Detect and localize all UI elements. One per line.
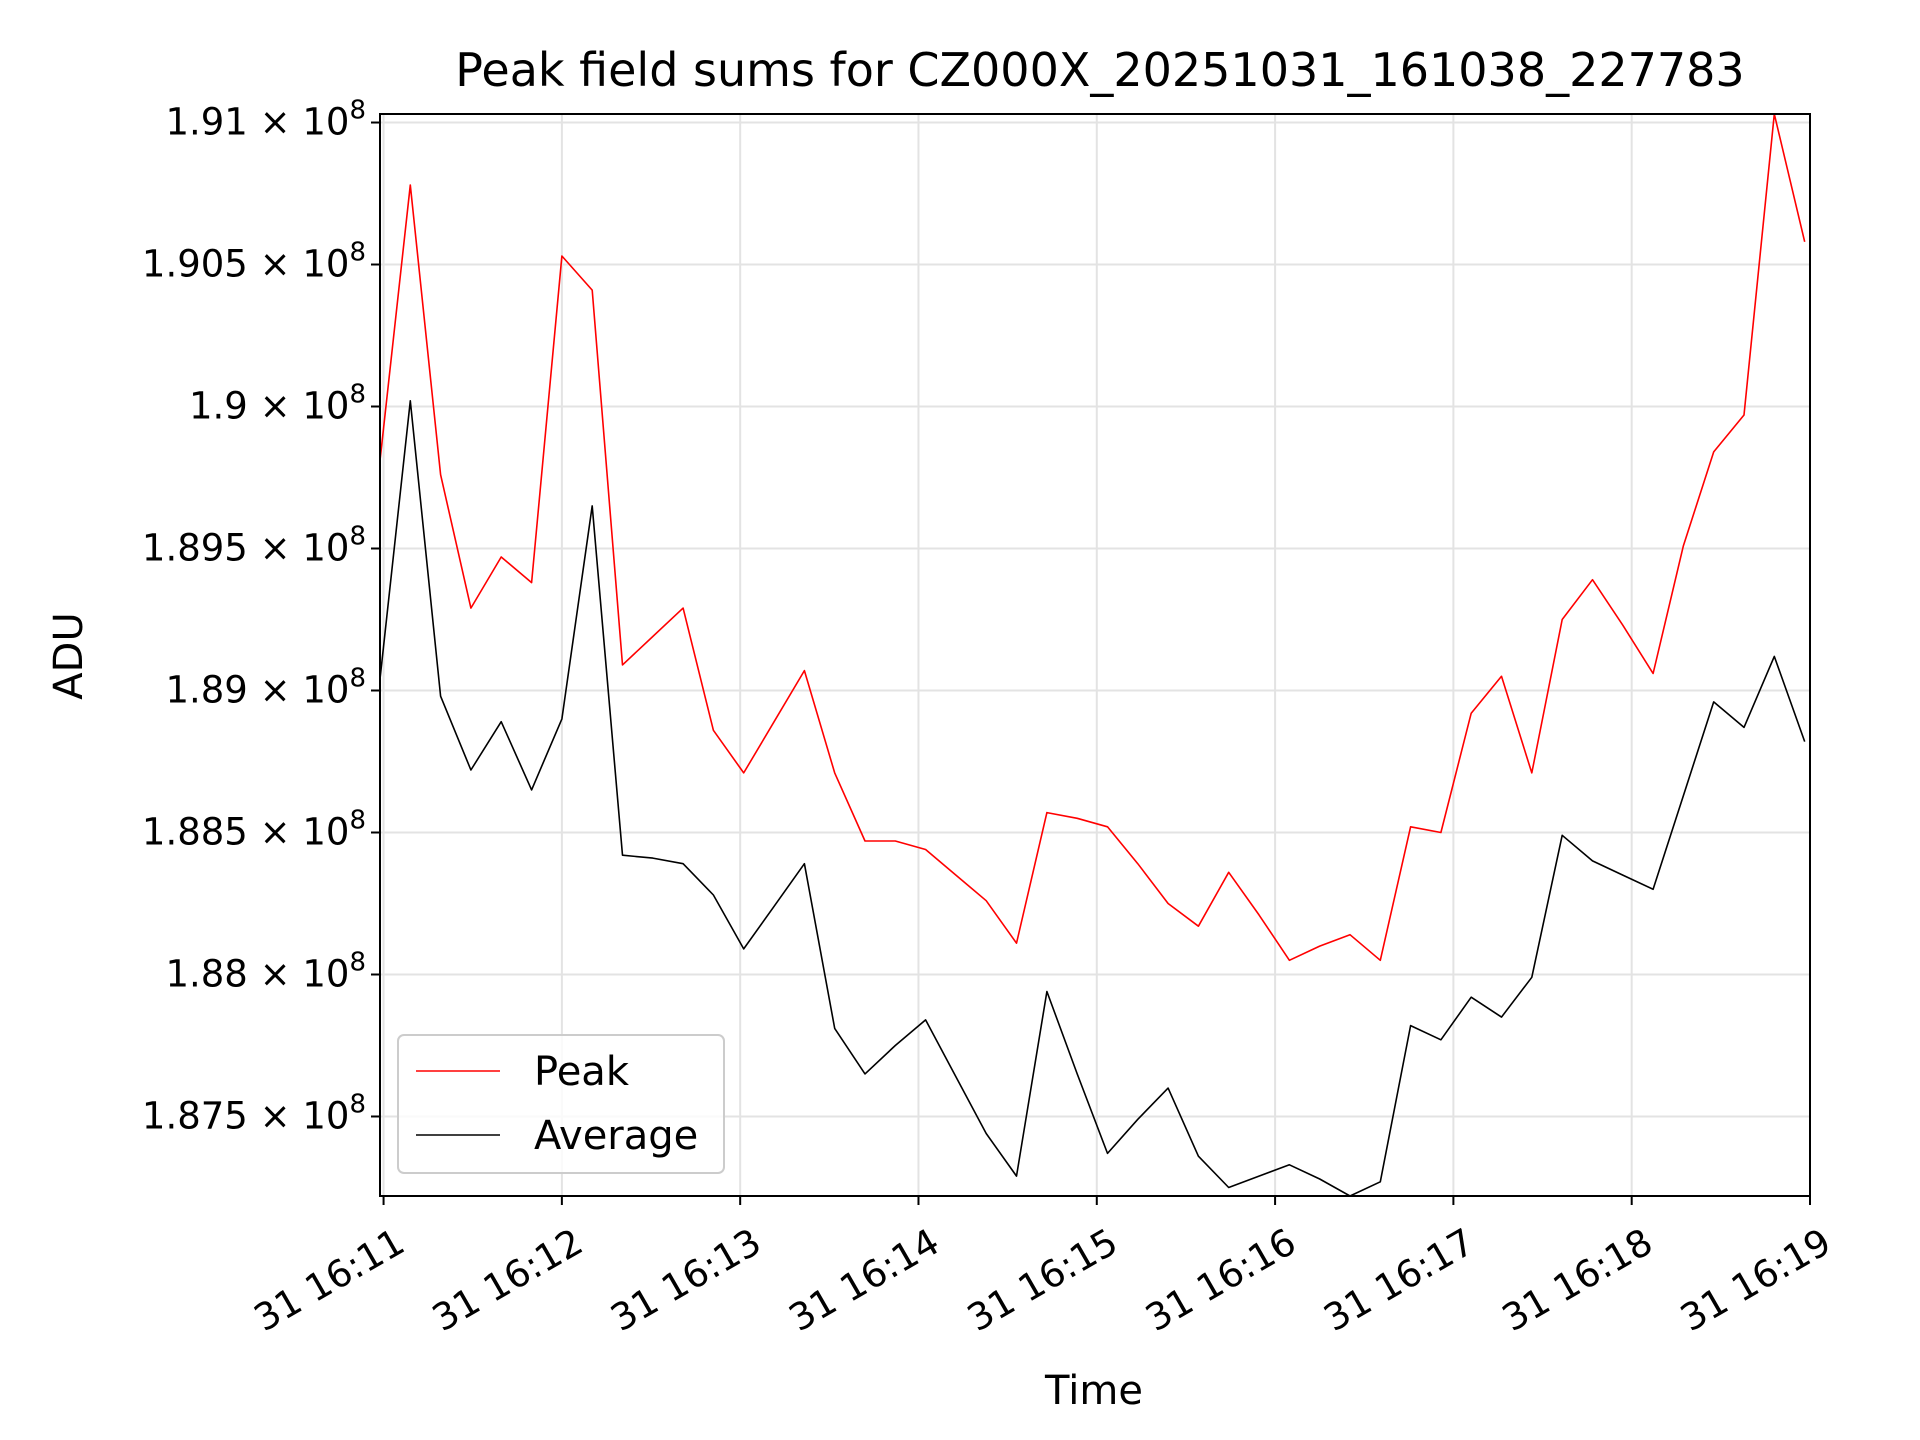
y-tick-multiplier: × 10 (260, 243, 350, 286)
y-tick-mantissa: 1.9 (189, 385, 260, 428)
y-tick-multiplier: × 10 (260, 385, 350, 428)
y-tick-label: 1.885 × 108 (142, 805, 366, 853)
y-tick-mantissa: 1.88 (165, 952, 259, 995)
y-tick-label: 1.91 × 108 (165, 96, 366, 144)
y-tick-exponent: 8 (349, 947, 366, 977)
y-tick-exponent: 8 (349, 380, 366, 410)
y-tick-multiplier: × 10 (260, 101, 350, 144)
series-line-peak (380, 114, 1806, 962)
y-tick-exponent: 8 (349, 805, 366, 835)
y-tick-mantissa: 1.885 (142, 810, 260, 853)
y-tick-exponent: 8 (349, 522, 366, 552)
y-axis-label: ADU (46, 612, 92, 699)
y-tick-mantissa: 1.91 (165, 101, 259, 144)
y-tick-label: 1.875 × 108 (142, 1089, 366, 1137)
y-tick-mantissa: 1.905 (142, 243, 260, 286)
y-tick-mantissa: 1.875 (142, 1094, 260, 1137)
y-tick-exponent: 8 (349, 1089, 366, 1119)
y-tick-multiplier: × 10 (260, 810, 350, 853)
plot-frame (379, 113, 1811, 1197)
y-tick-label: 1.905 × 108 (142, 238, 366, 286)
y-tick-multiplier: × 10 (260, 952, 350, 995)
legend-label-peak: Peak (534, 1049, 630, 1095)
legend: Peak Average (397, 1034, 725, 1174)
y-tick-label: 1.88 × 108 (165, 947, 366, 995)
y-tick-exponent: 8 (349, 663, 366, 693)
x-axis-label: Time (1044, 1368, 1143, 1414)
legend-label-average: Average (534, 1113, 698, 1159)
y-tick-multiplier: × 10 (260, 1094, 350, 1137)
y-tick-mantissa: 1.895 (142, 527, 260, 570)
y-tick-multiplier: × 10 (260, 668, 350, 711)
y-tick-label: 1.89 × 108 (165, 663, 366, 711)
chart-title: Peak field sums for CZ000X_20251031_1610… (455, 43, 1744, 97)
y-tick-multiplier: × 10 (260, 527, 350, 570)
y-tick-exponent: 8 (349, 238, 366, 268)
y-tick-exponent: 8 (349, 96, 366, 126)
y-tick-label: 1.9 × 108 (189, 380, 366, 428)
y-tick-label: 1.895 × 108 (142, 522, 366, 570)
series-line-average (380, 399, 1806, 1196)
y-tick-mantissa: 1.89 (165, 668, 259, 711)
legend-box (397, 1034, 725, 1174)
series-lines (380, 114, 1806, 1196)
